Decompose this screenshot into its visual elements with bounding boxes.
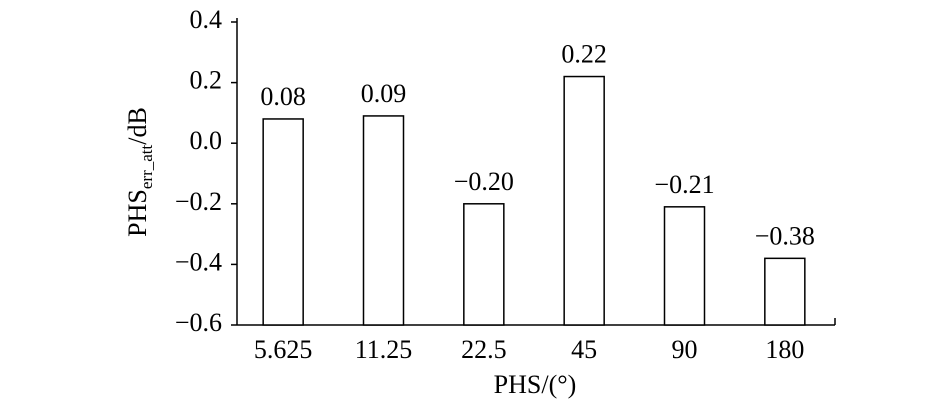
bar: [362, 115, 405, 326]
y-tick-label: −0.4: [175, 247, 222, 276]
y-tick-label: 0.2: [190, 66, 223, 95]
x-tick-label: 22.5: [461, 335, 507, 364]
x-axis-label: PHS/(°): [494, 370, 577, 399]
data-label: −0.38: [755, 221, 815, 250]
y-label-unit: /dB: [123, 107, 152, 145]
data-label: −0.20: [454, 167, 514, 196]
bar: [463, 203, 505, 326]
y-axis-label: PHSerr_att/dB: [123, 107, 156, 237]
data-label: 0.09: [361, 79, 407, 108]
data-label: 0.22: [561, 40, 607, 69]
x-tick-label: 11.25: [355, 335, 413, 364]
bar: [663, 206, 706, 326]
y-tick-label: −0.2: [175, 187, 222, 216]
y-tick-label: 0.0: [190, 126, 223, 155]
y-label-sub: err_att: [137, 144, 156, 189]
x-tick-label: 180: [765, 335, 804, 364]
y-label-main: PHS: [123, 189, 152, 237]
y-tick-label: 0.4: [190, 5, 223, 34]
x-tick-label: 90: [672, 335, 698, 364]
bar: [764, 257, 806, 326]
x-tick-label: 5.625: [254, 335, 313, 364]
data-label: 0.08: [260, 82, 306, 111]
x-tick-label: 45: [571, 335, 597, 364]
bar: [262, 118, 304, 326]
y-tick-label: −0.6: [175, 308, 222, 337]
data-label: −0.21: [654, 170, 714, 199]
bar: [563, 75, 605, 326]
